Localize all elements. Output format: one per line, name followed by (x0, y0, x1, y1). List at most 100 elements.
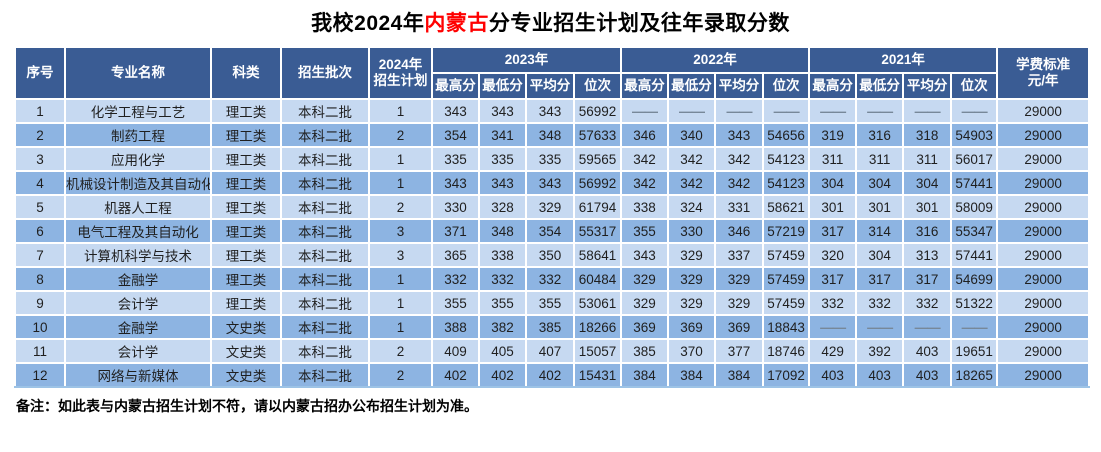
tuition-cell: 29000 (996, 266, 1091, 292)
score-2023-avg-cell: 329 (525, 194, 575, 220)
batch-cell: 本科二批 (280, 314, 370, 340)
plan-2024-cell: 1 (368, 98, 433, 124)
major-name-cell: 应用化学 (64, 146, 212, 172)
score-2022-max-cell: 385 (620, 338, 670, 364)
plan-header-line1: 2024年 (378, 56, 423, 72)
score-2022-avg-cell: 329 (714, 266, 765, 292)
year-group-2022: 2022年 (620, 46, 811, 74)
score-2022-min-cell: 324 (667, 194, 717, 220)
score-2023-min-cell: 405 (478, 338, 527, 364)
score-2022-min-cell: 370 (667, 338, 717, 364)
col-header-tuition: 学费标准 元/年 (996, 46, 1091, 100)
score-2023-min-cell: 341 (478, 122, 527, 148)
score-2021-avg-cell: 403 (902, 338, 953, 364)
score-2021-min-cell: —— (855, 98, 905, 124)
score-2021-max-cell: —— (808, 98, 858, 124)
score-2022-avg-cell: 337 (714, 242, 765, 268)
seq-cell: 10 (14, 314, 66, 340)
table-row: 4 机械设计制造及其自动化 理工类 本科二批 1 343 343 343 569… (14, 170, 1091, 196)
rank-2022-cell: 17092 (762, 362, 811, 388)
score-2021-max-cell: 311 (808, 146, 858, 172)
score-2023-avg-cell: 332 (525, 266, 575, 292)
rank-2023-cell: 55317 (572, 218, 623, 244)
score-2022-min-cell: 329 (667, 242, 717, 268)
score-2021-min-cell: 301 (855, 194, 905, 220)
tuition-cell: 29000 (996, 98, 1091, 124)
table-row: 10 金融学 文史类 本科二批 1 388 382 385 18266 369 … (14, 314, 1091, 340)
rank-2022-cell: 57219 (762, 218, 811, 244)
score-2021-max-cell: 403 (808, 362, 858, 388)
table-row: 12 网络与新媒体 文史类 本科二批 2 402 402 402 15431 3… (14, 362, 1091, 388)
category-cell: 理工类 (210, 266, 282, 292)
rank-2023-cell: 18266 (572, 314, 623, 340)
batch-cell: 本科二批 (280, 338, 370, 364)
score-2023-max-cell: 343 (431, 170, 480, 196)
subcol-2022-rank: 位次 (762, 72, 811, 100)
table-row: 8 金融学 理工类 本科二批 1 332 332 332 60484 329 3… (14, 266, 1091, 292)
score-2021-avg-cell: 311 (902, 146, 953, 172)
score-2022-avg-cell: 342 (714, 146, 765, 172)
subcol-2023-avg: 平均分 (525, 72, 575, 100)
score-2023-min-cell: 332 (478, 266, 527, 292)
score-2021-avg-cell: 316 (902, 218, 953, 244)
plan-2024-cell: 1 (368, 266, 433, 292)
table-row: 3 应用化学 理工类 本科二批 1 335 335 335 59565 342 … (14, 146, 1091, 172)
score-2022-min-cell: 342 (667, 146, 717, 172)
score-2022-max-cell: 329 (620, 290, 670, 316)
score-2021-min-cell: 311 (855, 146, 905, 172)
table-row: 1 化学工程与工艺 理工类 本科二批 1 343 343 343 56992 —… (14, 98, 1091, 124)
rank-2022-cell: 54656 (762, 122, 811, 148)
rank-2022-cell: 58621 (762, 194, 811, 220)
score-2021-min-cell: 304 (855, 242, 905, 268)
seq-cell: 6 (14, 218, 66, 244)
major-name-cell: 化学工程与工艺 (64, 98, 212, 124)
score-2023-avg-cell: 335 (525, 146, 575, 172)
tuition-cell: 29000 (996, 314, 1091, 340)
score-2023-max-cell: 371 (431, 218, 480, 244)
category-cell: 理工类 (210, 170, 282, 196)
major-name-cell: 金融学 (64, 314, 212, 340)
score-2023-max-cell: 409 (431, 338, 480, 364)
major-name-cell: 机器人工程 (64, 194, 212, 220)
score-2021-min-cell: 314 (855, 218, 905, 244)
score-2023-avg-cell: 407 (525, 338, 575, 364)
score-2023-min-cell: 343 (478, 98, 527, 124)
category-cell: 文史类 (210, 362, 282, 388)
subcol-2023-rank: 位次 (572, 72, 623, 100)
plan-2024-cell: 1 (368, 314, 433, 340)
table-row: 2 制药工程 理工类 本科二批 2 354 341 348 57633 346 … (14, 122, 1091, 148)
batch-cell: 本科二批 (280, 290, 370, 316)
subcol-2021-max: 最高分 (808, 72, 858, 100)
category-cell: 文史类 (210, 314, 282, 340)
subcol-2022-avg: 平均分 (714, 72, 765, 100)
table-row: 6 电气工程及其自动化 理工类 本科二批 3 371 348 354 55317… (14, 218, 1091, 244)
major-name-cell: 制药工程 (64, 122, 212, 148)
rank-2021-cell: 57441 (950, 170, 999, 196)
score-2021-min-cell: 316 (855, 122, 905, 148)
col-header-category: 科类 (210, 46, 282, 100)
title-highlight: 内蒙古 (424, 12, 489, 35)
score-2023-max-cell: 330 (431, 194, 480, 220)
score-2023-avg-cell: 343 (525, 98, 575, 124)
seq-cell: 5 (14, 194, 66, 220)
plan-2024-cell: 2 (368, 122, 433, 148)
rank-2023-cell: 57633 (572, 122, 623, 148)
score-2023-max-cell: 332 (431, 266, 480, 292)
tuition-cell: 29000 (996, 194, 1091, 220)
batch-cell: 本科二批 (280, 146, 370, 172)
col-header-seq: 序号 (14, 46, 66, 100)
rank-2023-cell: 56992 (572, 98, 623, 124)
score-2021-max-cell: 304 (808, 170, 858, 196)
score-2023-max-cell: 354 (431, 122, 480, 148)
score-2022-max-cell: 369 (620, 314, 670, 340)
plan-2024-cell: 3 (368, 218, 433, 244)
score-2023-min-cell: 338 (478, 242, 527, 268)
score-2022-min-cell: 340 (667, 122, 717, 148)
score-2023-min-cell: 343 (478, 170, 527, 196)
rank-2022-cell: 18843 (762, 314, 811, 340)
score-2021-min-cell: 332 (855, 290, 905, 316)
rank-2023-cell: 59565 (572, 146, 623, 172)
score-2022-max-cell: —— (620, 98, 670, 124)
score-2021-min-cell: 304 (855, 170, 905, 196)
tuition-cell: 29000 (996, 290, 1091, 316)
